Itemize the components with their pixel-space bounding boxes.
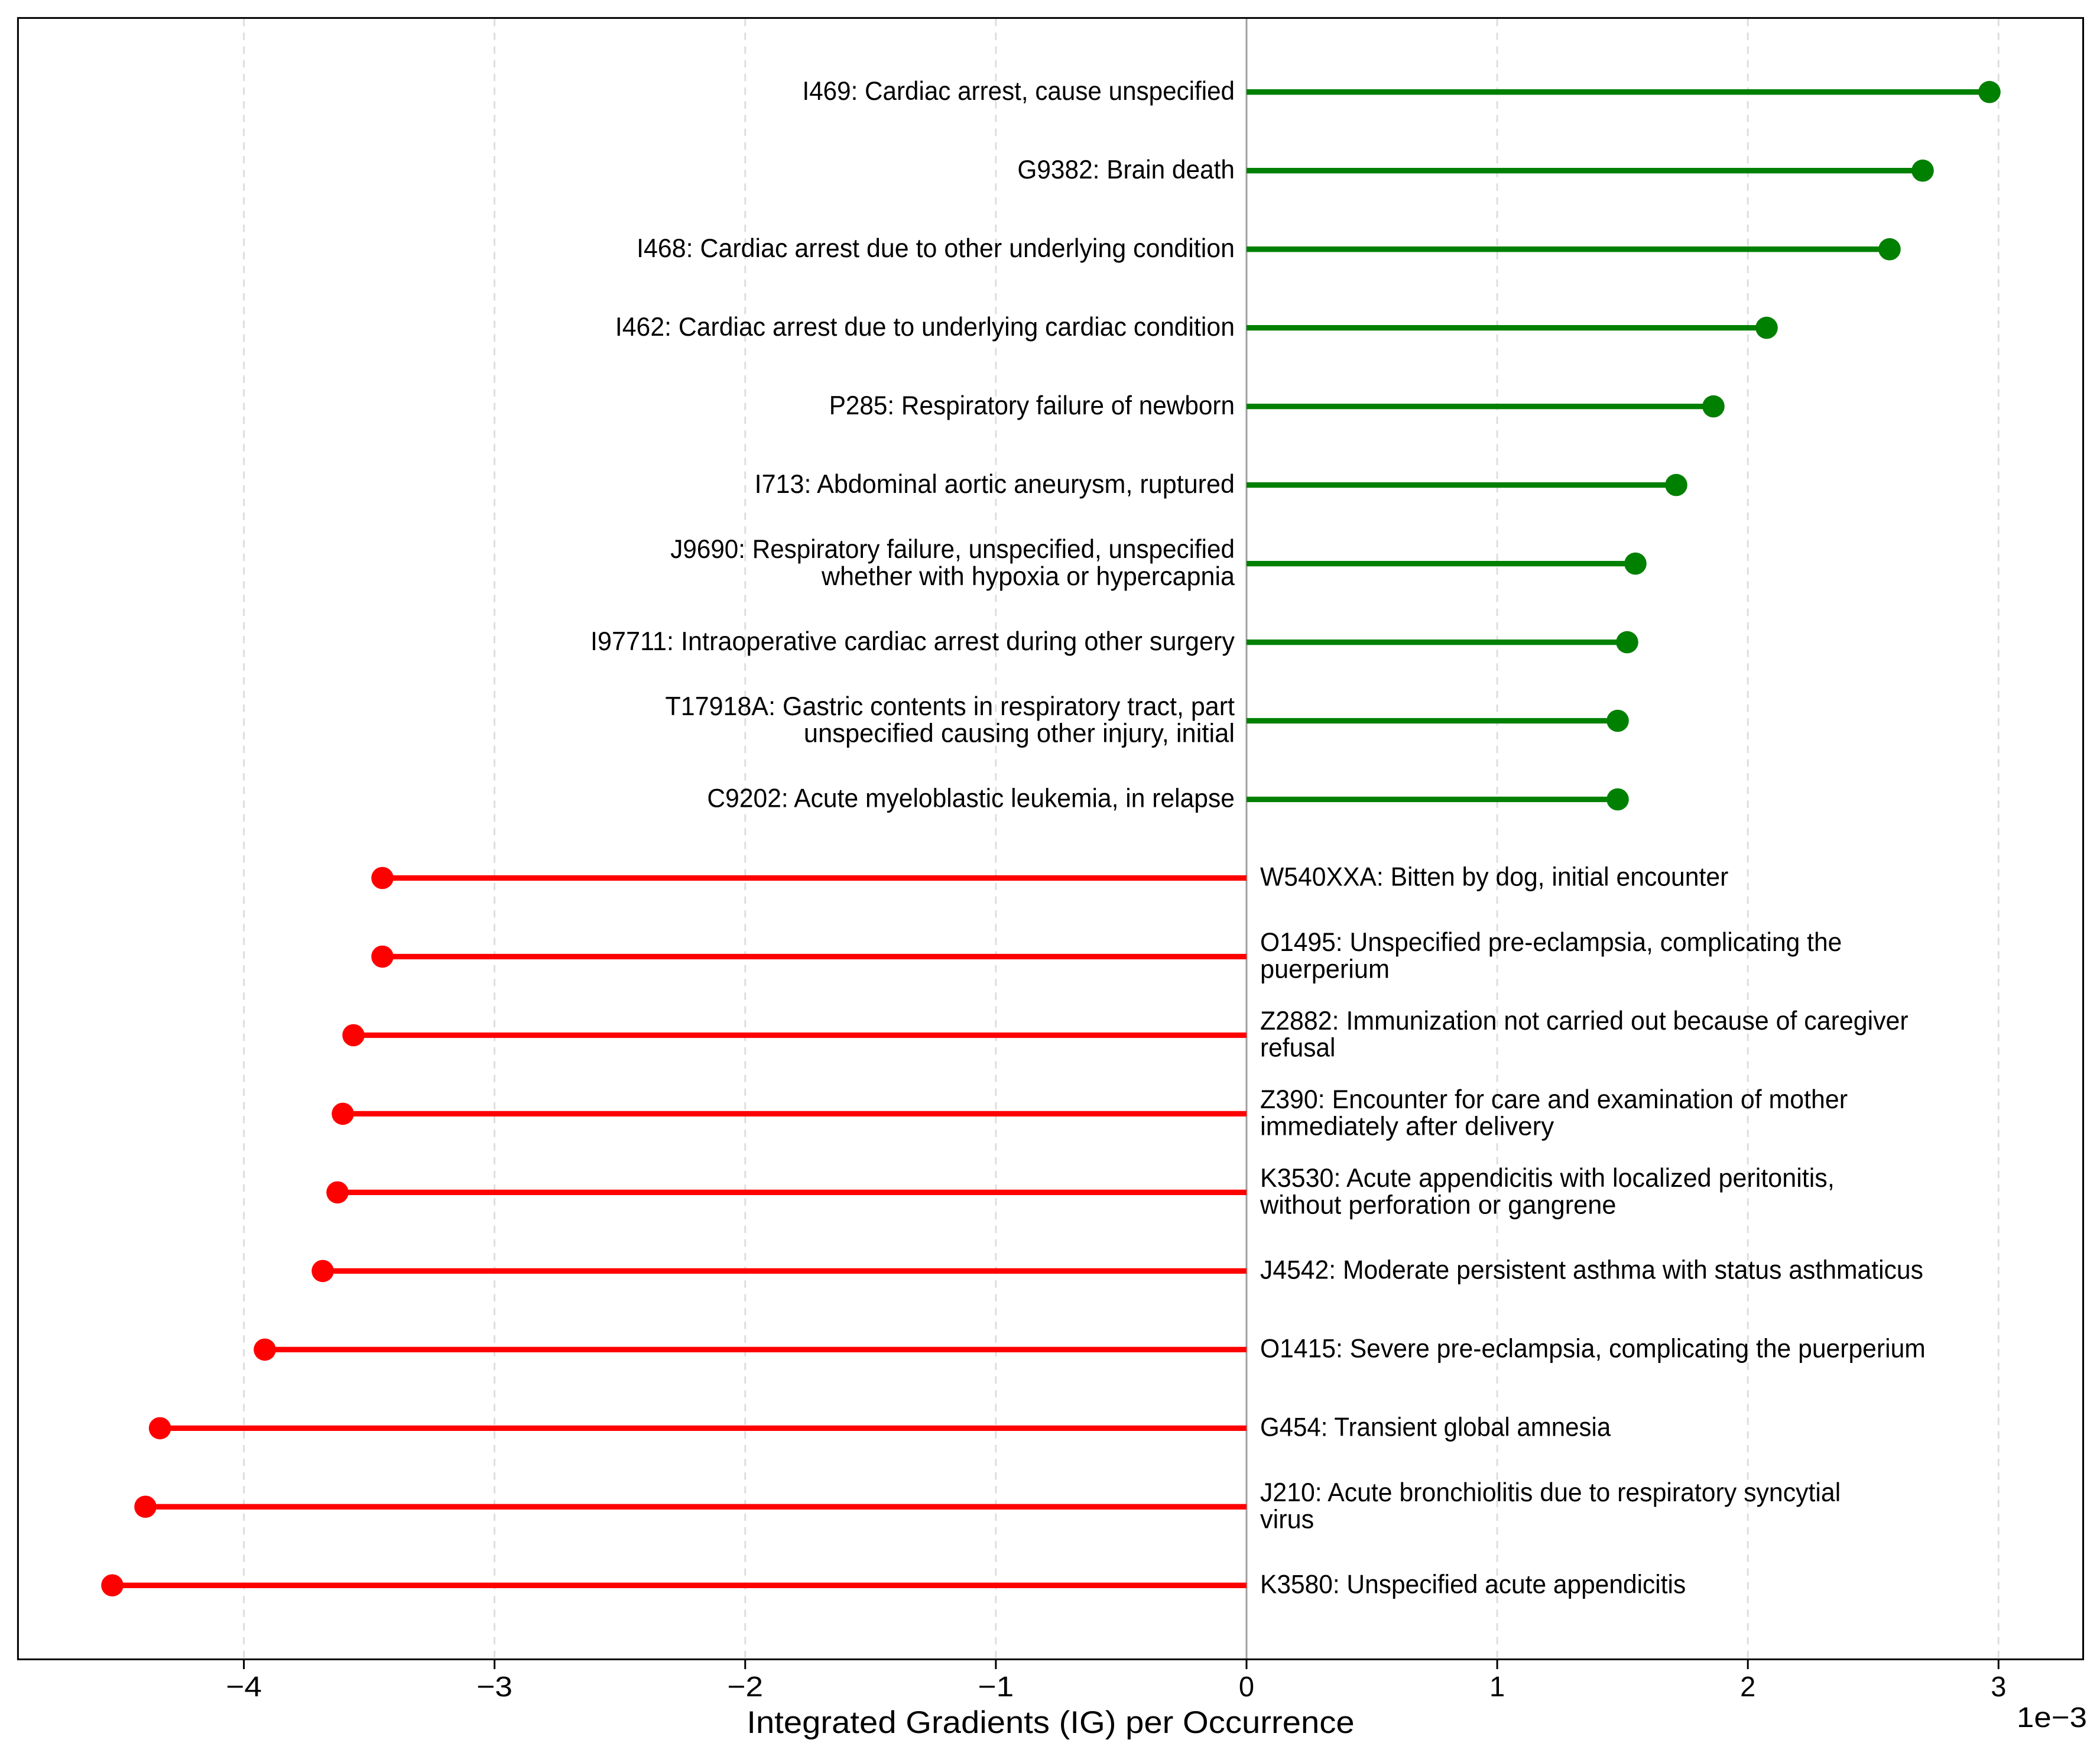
svg-text:Z390: Encounter for care and e: Z390: Encounter for care and examination… <box>1260 1085 1848 1114</box>
svg-text:whether with hypoxia or hyperc: whether with hypoxia or hypercapnia <box>821 562 1235 591</box>
svg-text:Z2882: Immunization not carrie: Z2882: Immunization not carried out beca… <box>1260 1007 1908 1036</box>
svg-text:I97711: Intraoperative cardiac: I97711: Intraoperative cardiac arrest du… <box>590 627 1235 656</box>
svg-text:I713: Abdominal aortic aneurys: I713: Abdominal aortic aneurysm, rupture… <box>755 470 1235 499</box>
svg-text:P285: Respiratory failure of n: P285: Respiratory failure of newborn <box>829 391 1235 420</box>
svg-text:puerperium: puerperium <box>1260 955 1390 984</box>
svg-text:immediately after delivery: immediately after delivery <box>1260 1112 1554 1141</box>
svg-text:I462: Cardiac arrest due to un: I462: Cardiac arrest due to underlying c… <box>615 313 1235 342</box>
svg-text:0: 0 <box>1239 1671 1254 1703</box>
svg-text:W540XXA: Bitten by dog, initia: W540XXA: Bitten by dog, initial encounte… <box>1260 863 1728 892</box>
svg-text:refusal: refusal <box>1260 1034 1336 1063</box>
svg-text:I469: Cardiac arrest, cause un: I469: Cardiac arrest, cause unspecified <box>803 77 1235 106</box>
svg-text:J210: Acute bronchiolitis due: J210: Acute bronchiolitis due to respira… <box>1260 1478 1841 1507</box>
svg-text:without perforation or gangren: without perforation or gangrene <box>1260 1191 1616 1220</box>
svg-text:G454: Transient global amnesia: G454: Transient global amnesia <box>1260 1413 1611 1442</box>
svg-text:C9202: Acute myeloblastic leuk: C9202: Acute myeloblastic leukemia, in r… <box>707 784 1235 813</box>
svg-text:J4542: Moderate persistent ast: J4542: Moderate persistent asthma with s… <box>1260 1256 1923 1285</box>
svg-text:G9382: Brain death: G9382: Brain death <box>1017 155 1235 184</box>
svg-text:−3: −3 <box>476 1671 512 1703</box>
svg-text:I468: Cardiac arrest due to ot: I468: Cardiac arrest due to other underl… <box>637 234 1235 263</box>
svg-text:2: 2 <box>1740 1671 1755 1703</box>
svg-text:O1495: Unspecified pre-eclamps: O1495: Unspecified pre-eclampsia, compli… <box>1260 928 1842 957</box>
svg-text:J9690: Respiratory failure, un: J9690: Respiratory failure, unspecified,… <box>670 535 1235 564</box>
svg-text:Integrated Gradients (IG) per: Integrated Gradients (IG) per Occurrence <box>746 1705 1354 1740</box>
svg-text:virus: virus <box>1260 1505 1314 1534</box>
svg-text:−2: −2 <box>727 1671 763 1703</box>
svg-text:unspecified causing other inju: unspecified causing other injury, initia… <box>804 719 1235 748</box>
svg-text:K3530: Acute appendicitis with: K3530: Acute appendicitis with localized… <box>1260 1164 1835 1193</box>
svg-text:O1415: Severe pre-eclampsia, c: O1415: Severe pre-eclampsia, complicatin… <box>1260 1335 1926 1364</box>
svg-text:3: 3 <box>1991 1671 2006 1703</box>
svg-text:−4: −4 <box>226 1671 262 1703</box>
svg-text:1e−3: 1e−3 <box>2017 1702 2087 1734</box>
svg-text:T17918A: Gastric contents in r: T17918A: Gastric contents in respiratory… <box>666 692 1235 721</box>
svg-text:−1: −1 <box>978 1671 1014 1703</box>
svg-text:1: 1 <box>1489 1671 1505 1703</box>
svg-text:K3580: Unspecified acute appen: K3580: Unspecified acute appendicitis <box>1260 1570 1686 1599</box>
